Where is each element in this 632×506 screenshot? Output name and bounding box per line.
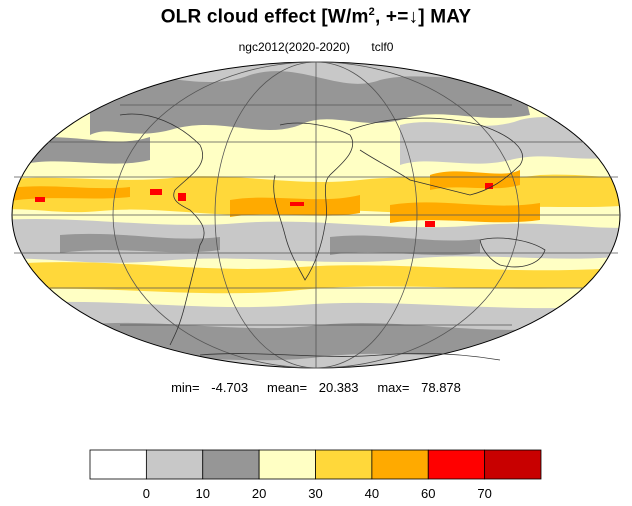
- experiment-label: ngc2012(2020-2020): [238, 40, 351, 54]
- colorbar-tick-label: 40: [365, 486, 379, 501]
- colorbar-swatch: [89, 449, 147, 480]
- plot-subtitle: ngc2012(2020-2020) tclf0: [0, 40, 632, 54]
- title-text: OLR cloud effect [W/m: [160, 6, 369, 28]
- world-map: [11, 61, 621, 369]
- colorbar-swatch: [371, 449, 429, 480]
- colorbar-swatch: [427, 449, 486, 480]
- colorbar-tick-label: 20: [252, 486, 266, 501]
- graticule: [11, 61, 621, 369]
- colorbar-tick-label: 60: [421, 486, 435, 501]
- max-value: 78.878: [421, 380, 461, 395]
- colorbar: 0 10 20 30 40 60 70: [89, 449, 542, 501]
- mean-label: mean=: [266, 380, 308, 395]
- title-superscript: 2: [368, 6, 375, 18]
- plot-title: OLR cloud effect [W/m2, +=↓] MAY: [0, 6, 632, 28]
- stats-line: min= -4.703 mean= 20.383 max= 78.878: [0, 380, 632, 395]
- colorbar-swatch: [145, 449, 204, 480]
- coastlines: [119, 113, 546, 361]
- variable-label: tclf0: [371, 40, 394, 54]
- colorbar-tick-label: 30: [308, 486, 322, 501]
- min-label: min=: [171, 380, 200, 395]
- colorbar-swatch: [315, 449, 373, 480]
- colorbar-swatch: [484, 449, 542, 480]
- colorbar-tick-label: 70: [477, 486, 491, 501]
- mean-value: 20.383: [318, 380, 359, 395]
- colorbar-tick-label: 10: [196, 486, 210, 501]
- min-value: -4.703: [211, 380, 249, 395]
- title-suffix: , +=↓] MAY: [374, 6, 472, 28]
- colorbar-swatch: [202, 449, 260, 480]
- colorbar-swatch: [258, 449, 316, 480]
- max-label: max=: [377, 380, 410, 395]
- colorbar-tick-label: 0: [143, 486, 150, 501]
